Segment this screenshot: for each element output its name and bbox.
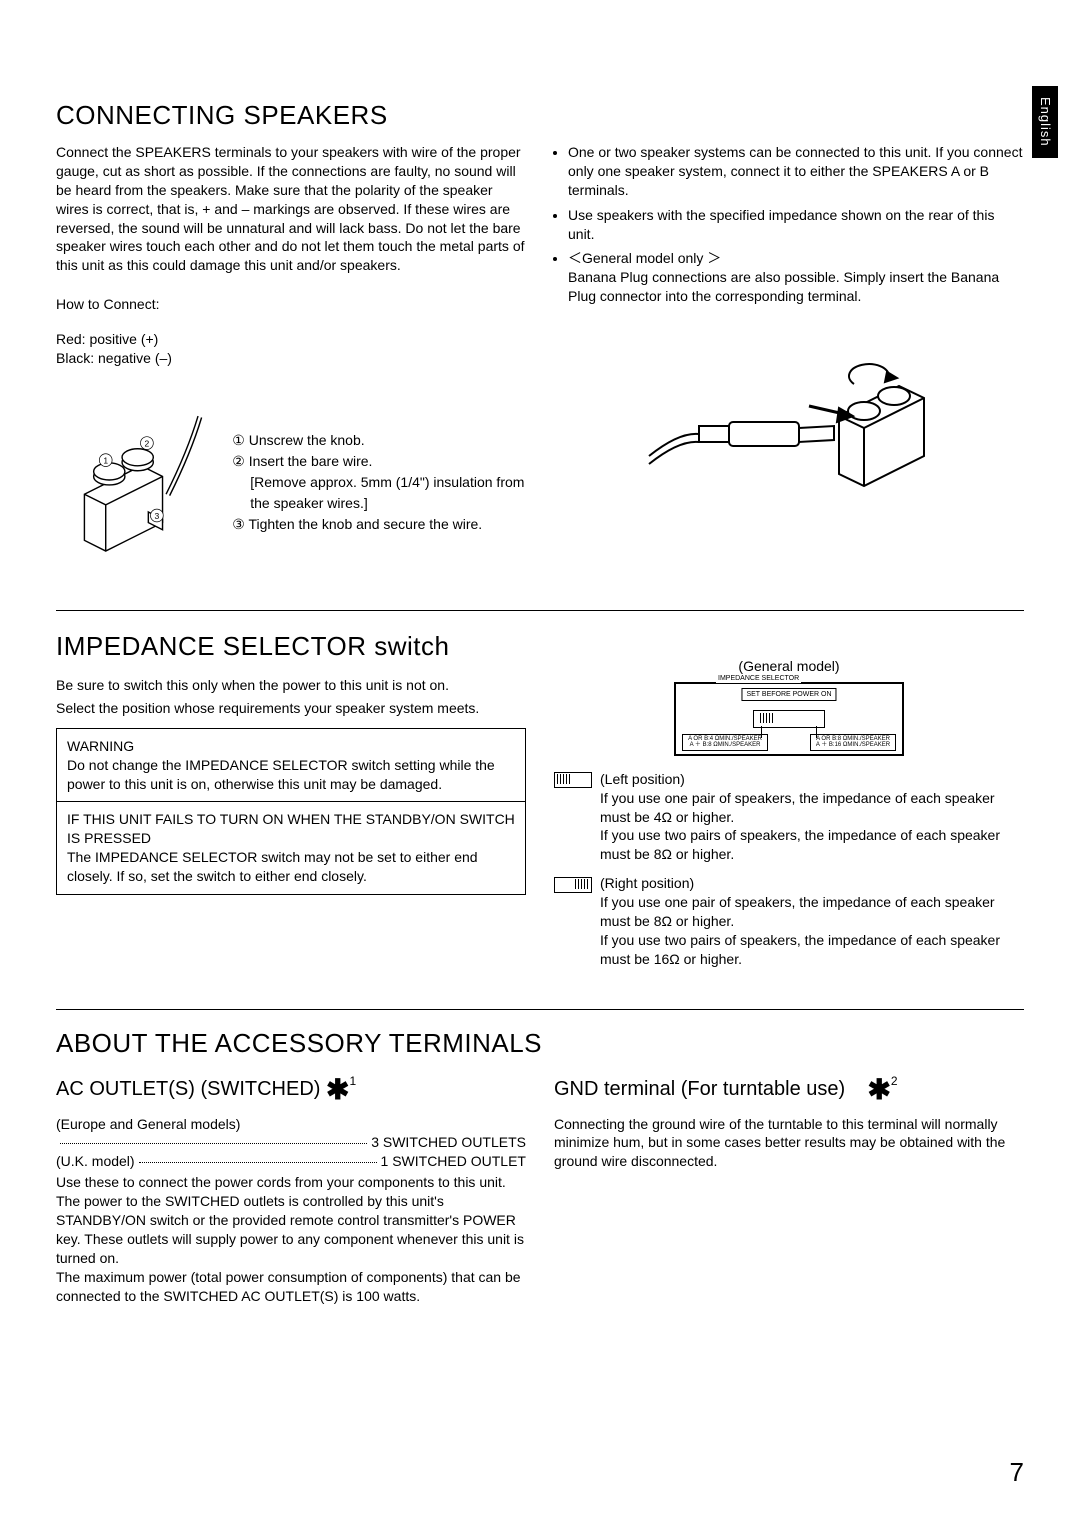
ac-outlet-paragraph: Use these to connect the power cords fro…	[56, 1173, 526, 1305]
bullet-item: One or two speaker systems can be connec…	[568, 143, 1024, 200]
how-to-connect-label: How to Connect:	[56, 295, 526, 314]
section2-title: IMPEDANCE SELECTOR switch	[56, 629, 526, 664]
warning-p1: Do not change the IMPEDANCE SELECTOR swi…	[67, 756, 515, 794]
outlet-line-1: 3 SWITCHED OUTLETS	[56, 1133, 526, 1152]
banana-plug-illustration	[639, 336, 939, 506]
speaker-terminal-illustration: 1 2 3	[56, 380, 212, 580]
page-number: 7	[1010, 1457, 1024, 1488]
impedance-selector-diagram: IMPEDANCE SELECTOR SET BEFORE POWER ON A…	[674, 682, 904, 756]
language-tab: English	[1032, 86, 1058, 158]
bullet-item: Use speakers with the specified impedanc…	[568, 206, 1024, 244]
gnd-terminal-paragraph: Connecting the ground wire of the turnta…	[554, 1115, 1024, 1172]
svg-text:1: 1	[103, 456, 108, 466]
svg-text:2: 2	[145, 439, 150, 449]
right-position-label: (Right position)	[600, 875, 694, 891]
svg-text:3: 3	[154, 511, 159, 521]
section3-title: ABOUT THE ACCESSORY TERMINALS	[56, 1028, 1024, 1059]
warning-title: WARNING	[67, 737, 515, 756]
section1-title: CONNECTING SPEAKERS	[56, 100, 1024, 131]
outlet-line-2: (U.K. model)1 SWITCHED OUTLET	[56, 1152, 526, 1171]
bullet-item: ＜General model only ＞ Banana Plug connec…	[568, 249, 1024, 306]
gnd-terminal-heading: GND terminal (For turntable use) ✱2	[554, 1071, 1024, 1109]
section1-left-paragraph: Connect the SPEAKERS terminals to your s…	[56, 143, 526, 275]
switch-right-icon	[554, 877, 592, 893]
right-position-text: If you use one pair of speakers, the imp…	[554, 893, 1024, 969]
left-position-label: (Left position)	[600, 771, 685, 787]
polarity-black: Black: negative (–)	[56, 349, 526, 368]
section2-intro1: Be sure to switch this only when the pow…	[56, 676, 526, 695]
warning-p2: The IMPEDANCE SELECTOR switch may not be…	[67, 848, 515, 886]
connection-steps: ① Unscrew the knob. ② Insert the bare wi…	[232, 430, 526, 535]
section1-bullets: One or two speaker systems can be connec…	[554, 143, 1024, 306]
polarity-red: Red: positive (+)	[56, 330, 526, 349]
warning-p2-title: IF THIS UNIT FAILS TO TURN ON WHEN THE S…	[67, 810, 515, 848]
switch-left-icon	[554, 772, 592, 788]
left-position-text: If you use one pair of speakers, the imp…	[554, 789, 1024, 865]
warning-box: WARNING Do not change the IMPEDANCE SELE…	[56, 728, 526, 895]
ac-outlet-heading: AC OUTLET(S) (SWITCHED) ✱1	[56, 1071, 526, 1109]
models-label: (Europe and General models)	[56, 1115, 526, 1134]
section2-intro2: Select the position whose requirements y…	[56, 699, 526, 718]
